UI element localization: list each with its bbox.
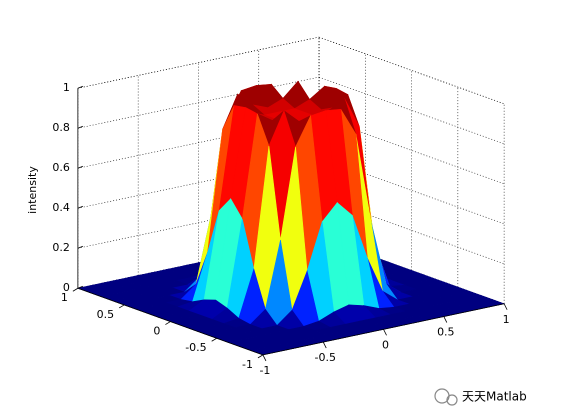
grid-line	[77, 196, 320, 249]
watermark-icon	[446, 394, 458, 406]
z-tick-label: 0.4	[52, 201, 70, 214]
tick-mark	[77, 165, 84, 169]
tick-mark	[77, 245, 84, 249]
z-tick-label: 0	[63, 281, 70, 294]
y-tick-label: -0.5	[185, 341, 206, 354]
z-tick-label: 0.8	[52, 121, 70, 134]
surface	[76, 80, 506, 356]
tick-mark	[72, 287, 79, 292]
tick-mark	[211, 337, 217, 342]
x-tick-label: -0.5	[315, 351, 336, 364]
tick-mark	[77, 205, 84, 209]
watermark-text: 天天Matlab	[462, 390, 527, 404]
tick-mark	[77, 285, 84, 289]
z-tick-label: 0.6	[52, 161, 70, 174]
tick-mark	[262, 354, 267, 362]
tick-mark	[77, 85, 84, 89]
x-tick-label: -1	[259, 364, 270, 377]
x-axis-line	[262, 303, 505, 356]
tick-mark	[165, 321, 171, 325]
tick-mark	[503, 303, 508, 310]
y-tick-label: 1	[61, 291, 68, 304]
z-tick-label: 1	[63, 81, 70, 94]
tick-mark	[118, 304, 125, 309]
y-tick-label: -1	[242, 358, 253, 371]
y-tick-label: 0.5	[97, 308, 115, 321]
x-tick-label: 0	[382, 338, 389, 351]
grid-line	[77, 76, 320, 129]
watermark: 天天Matlab	[434, 388, 527, 406]
tick-mark	[257, 354, 264, 359]
x-tick-label: 0.5	[437, 326, 455, 339]
tick-mark	[383, 329, 387, 336]
tick-mark	[322, 341, 327, 349]
z-tick-label: 0.2	[52, 241, 70, 254]
y-tick-label: 0	[153, 325, 160, 338]
tick-mark	[77, 125, 84, 129]
grid-line	[77, 36, 320, 89]
y-axis-line	[77, 287, 264, 356]
z-axis-label: intensity	[26, 166, 39, 214]
tick-mark	[443, 316, 448, 323]
x-tick-label: 1	[503, 313, 510, 326]
grid-line	[77, 116, 320, 169]
grid-line	[77, 156, 320, 209]
